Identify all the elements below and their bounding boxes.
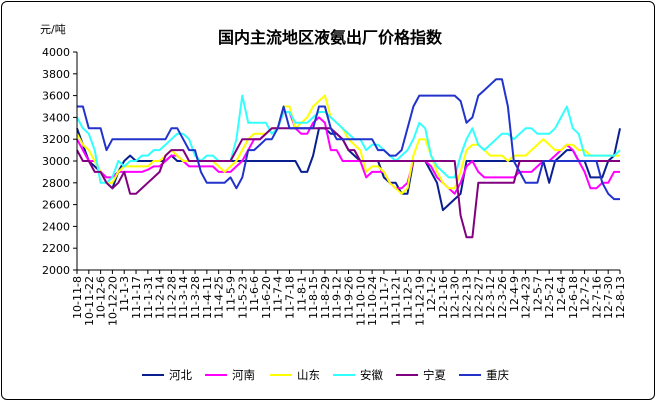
- x-tick-label: 11-8-1: [295, 276, 308, 312]
- x-tick-label: 12-3-26: [496, 276, 509, 319]
- x-tick-label: 12-2-13: [461, 276, 474, 319]
- y-tick-label: 4000: [42, 46, 70, 59]
- x-tick-label: 12-1-2: [425, 276, 438, 312]
- y-tick-label: 2600: [42, 199, 70, 212]
- x-tick-label: 11-1-3: [118, 276, 131, 312]
- x-tick-label: 11-2-28: [165, 276, 178, 319]
- series-line: [76, 127, 621, 212]
- y-tick-label: 3200: [42, 133, 70, 146]
- y-tick-label: 2000: [42, 264, 70, 277]
- y-tick-label: 3600: [42, 90, 70, 103]
- legend-label: 河北: [169, 368, 192, 382]
- legend: 河北 河南 山东 安徽 宁夏 重庆: [142, 368, 509, 382]
- x-tick-label: 10-12-6: [95, 276, 108, 319]
- x-tick-label: 11-9-12: [331, 276, 344, 319]
- x-tick-label: 11-6-6: [248, 276, 261, 312]
- y-axis-ticks: 2000 2200 2400 2600 2800 3000 3200 3400 3600 3800…: [42, 46, 77, 277]
- legend-label: 河南: [232, 368, 255, 382]
- legend-label: 重庆: [486, 368, 509, 382]
- x-tick-label: 11-1-31: [142, 276, 155, 319]
- x-tick-label: 11-11-7: [378, 276, 391, 319]
- x-tick-label: 12-6-4: [555, 276, 568, 312]
- x-tick-label: 11-4-25: [213, 276, 226, 319]
- x-tick-label: 11-10-10: [354, 276, 367, 326]
- x-tick-label: 11-8-29: [319, 276, 332, 319]
- y-tick-label: 3800: [42, 68, 70, 81]
- x-tick-label: 11-12-19: [413, 276, 426, 326]
- y-tick-label: 3400: [42, 111, 70, 124]
- x-tick-label: 11-8-15: [307, 276, 320, 319]
- x-tick-label: 12-5-7: [531, 276, 544, 312]
- x-tick-label: 12-8-13: [614, 276, 627, 319]
- y-tick-label: 2800: [42, 177, 70, 190]
- x-tick-label: 11-4-11: [201, 276, 214, 319]
- x-tick-label: 11-11-21: [390, 276, 403, 326]
- x-tick-label: 11-3-14: [177, 276, 190, 319]
- y-tick-label: 2200: [42, 242, 70, 255]
- series-line: [77, 78, 620, 201]
- x-tick-label: 11-5-23: [236, 276, 249, 319]
- x-tick-label: 11-5-9: [224, 276, 237, 312]
- legend-label: 山东: [297, 368, 320, 382]
- x-tick-label: 12-4-23: [520, 276, 533, 319]
- x-tick-label: 12-4-9: [508, 276, 521, 312]
- x-tick-label: 10-11-22: [83, 276, 96, 326]
- x-tick-label: 12-3-12: [484, 276, 497, 319]
- x-tick-label: 11-7-4: [272, 276, 285, 312]
- x-tick-label: 12-7-30: [602, 276, 615, 319]
- x-tick-label: 10-11-8: [71, 276, 84, 319]
- x-tick-label: 12-6-18: [567, 276, 580, 319]
- x-tick-label: 12-1-16: [437, 276, 450, 319]
- series-lines: [76, 78, 621, 239]
- legend-label: 安徽: [360, 368, 383, 382]
- x-tick-label: 11-9-26: [343, 276, 356, 319]
- x-tick-label: 11-7-18: [283, 276, 296, 319]
- y-tick-label: 2400: [42, 220, 70, 233]
- x-tick-label: 11-3-28: [189, 276, 202, 319]
- x-tick-label: 11-10-24: [366, 276, 379, 326]
- legend-label: 宁夏: [423, 368, 446, 382]
- x-axis-ticks: 10-11-810-11-2210-12-610-12-2011-1-311-1…: [71, 270, 627, 326]
- axes: [76, 52, 620, 271]
- x-tick-label: 12-5-21: [543, 276, 556, 319]
- chart-title: 国内主流地区液氨出厂价格指数: [218, 28, 443, 47]
- x-tick-label: 11-6-20: [260, 276, 273, 319]
- y-axis-unit: 元/吨: [40, 23, 66, 36]
- x-tick-label: 12-2-27: [472, 276, 485, 319]
- x-tick-label: 11-2-14: [154, 276, 167, 319]
- series-line: [76, 111, 620, 195]
- x-tick-label: 10-12-20: [106, 276, 119, 326]
- x-tick-label: 11-12-5: [402, 276, 415, 319]
- x-tick-label: 12-1-30: [449, 276, 462, 319]
- y-tick-label: 3000: [42, 155, 70, 168]
- series-line: [76, 94, 621, 184]
- series-line: [76, 127, 620, 239]
- x-tick-label: 12-7-2: [579, 276, 592, 312]
- x-tick-label: 12-7-16: [590, 276, 603, 319]
- x-tick-label: 11-1-17: [130, 276, 143, 319]
